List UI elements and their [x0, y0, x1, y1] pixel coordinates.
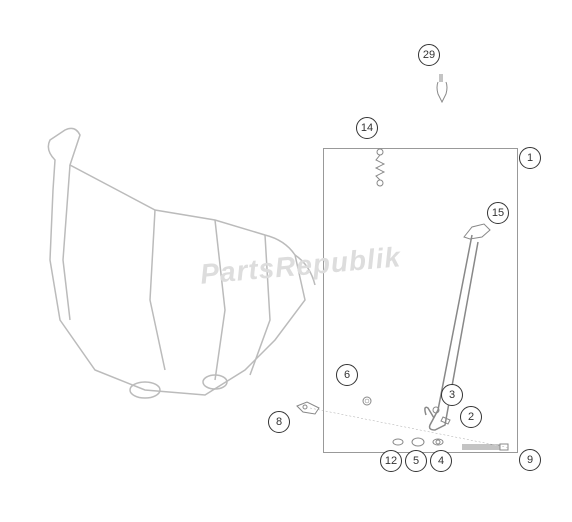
callout-9[interactable]: 9 — [519, 449, 541, 471]
callout-1[interactable]: 1 — [519, 147, 541, 169]
callout-4[interactable]: 4 — [430, 450, 452, 472]
part-spring — [370, 148, 390, 188]
callout-6[interactable]: 6 — [336, 364, 358, 386]
callout-8[interactable]: 8 — [268, 411, 290, 433]
callout-15[interactable]: 15 — [487, 202, 509, 224]
callout-3[interactable]: 3 — [441, 384, 463, 406]
part-clip — [432, 72, 452, 107]
callout-12[interactable]: 12 — [380, 450, 402, 472]
callout-29[interactable]: 29 — [418, 44, 440, 66]
callout-5[interactable]: 5 — [405, 450, 427, 472]
parts-diagram: PartsRepublik — [0, 0, 572, 522]
callout-2[interactable]: 2 — [460, 406, 482, 428]
callout-14[interactable]: 14 — [356, 117, 378, 139]
